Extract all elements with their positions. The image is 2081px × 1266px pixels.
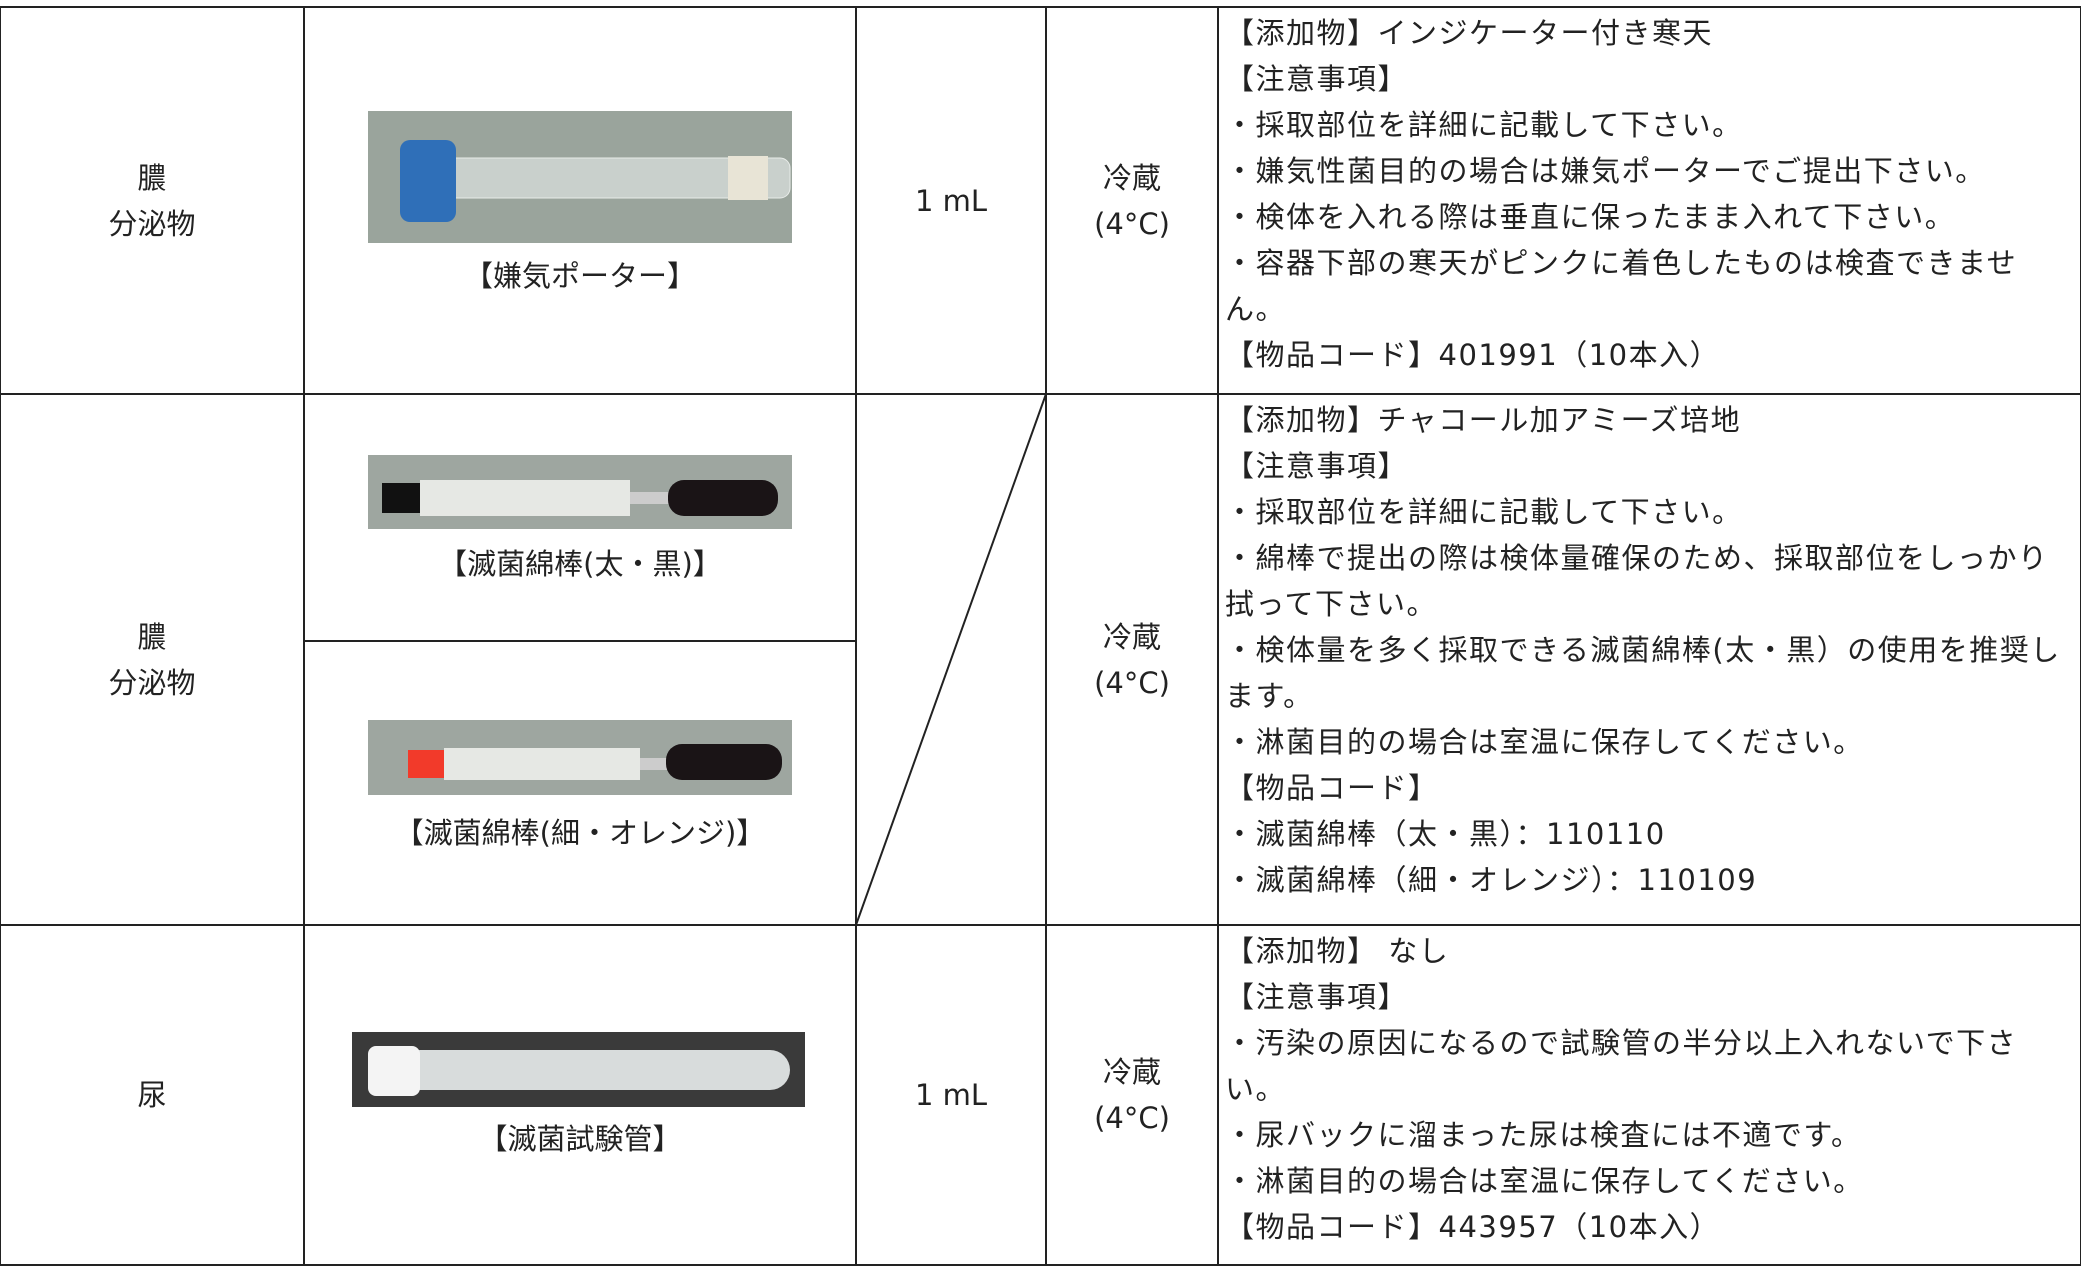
note-line: ・滅菌綿棒（太・黒）：110110 [1225,817,1666,851]
volume-text: 1 mL [914,1078,988,1112]
note-line: 【添加物】 なし [1225,934,1450,968]
note-line: 【物品コード】 [1225,771,1439,805]
test-tube-image [352,1032,805,1107]
note-line: ・淋菌目的の場合は室温に保存してください。 [1225,1164,1864,1198]
specimen-cell: 膿分泌物 [0,6,305,395]
swab-thin-image [368,720,792,795]
storage-text: 冷蔵 [1102,1055,1161,1089]
specimen-text: 尿 [137,1078,167,1112]
volume-cell: 1 mL [855,924,1047,1266]
note-line: ・汚染の原因になるので試験管の半分以上入れないで下さい。 [1225,1026,2018,1106]
volume-text: 1 mL [914,183,988,218]
specimen-cell: 膿分泌物 [0,393,305,926]
note-line: ・滅菌綿棒（細・オレンジ）：110109 [1225,863,1758,897]
storage-cell: 冷蔵 (4°C) [1045,393,1219,926]
note-line: 【添加物】インジケーター付き寒天 [1225,16,1714,50]
swab-thick-image [368,455,792,529]
storage-cell: 冷蔵 (4°C) [1045,6,1219,395]
storage-cell: 冷蔵 (4°C) [1045,924,1219,1266]
note-line: ・尿バックに溜まった尿は検査には不適です。 [1225,1118,1862,1152]
note-line: ・採取部位を詳細に記載して下さい。 [1225,108,1743,142]
note-line: 【物品コード】443957（10本入） [1225,1210,1721,1244]
storage-text: 冷蔵 [1102,619,1161,654]
note-line: ・検体量を多く採取できる滅菌綿棒(太・黒）の使用を推奨します。 [1225,633,2061,713]
container-cell [303,924,857,1266]
container-caption: 【滅菌試験管】 [478,1122,682,1156]
note-line: ・淋菌目的の場合は室温に保存してください。 [1225,725,1864,759]
note-line: ・綿棒で提出の際は検体量確保のため、採取部位をしっかり拭って下さい。 [1225,541,2049,621]
specimen-text: 分泌物 [108,206,196,241]
storage-text: (4°C) [1094,206,1170,241]
volume-cell [855,393,1047,926]
storage-text: 冷蔵 [1102,160,1161,195]
note-line: ・容器下部の寒天がピンクに着色したものは検査できません。 [1225,246,2018,326]
note-line: 【注意事項】 [1225,449,1409,483]
storage-text: (4°C) [1094,1101,1170,1135]
notes-cell: 【添加物】インジケーター付き寒天 【注意事項】・採取部位を詳細に記載して下さい。・… [1217,6,2081,395]
note-line: 【物品コード】401991（10本入） [1225,338,1721,372]
container-cell [303,640,857,926]
specimen-cell: 尿 [0,924,305,1266]
note-line: ・嫌気性菌目的の場合は嫌気ポーターでご提出下さい。 [1225,154,1986,188]
anaerobic-porter-image [368,111,792,243]
specimen-text: 膿 [137,619,167,654]
specimen-text: 膿 [137,160,167,195]
container-cell [303,393,857,642]
volume-cell: 1 mL [855,6,1047,395]
container-caption: 【滅菌綿棒(細・オレンジ)】 [394,816,766,850]
diagonal-line [855,393,1047,926]
notes-cell: 【添加物】チャコール加アミーズ培地 【注意事項】・採取部位を詳細に記載して下さい。… [1217,393,2081,926]
note-line: ・検体を入れる際は垂直に保ったまま入れて下さい。 [1225,200,1956,234]
notes-cell: 【添加物】 なし 【注意事項】・汚染の原因になるので試験管の半分以上入れないで下さ… [1217,924,2081,1266]
note-line: 【添加物】チャコール加アミーズ培地 [1225,403,1742,437]
container-caption: 【滅菌綿棒(太・黒)】 [438,547,722,581]
note-line: ・採取部位を詳細に記載して下さい。 [1225,495,1743,529]
note-line: 【注意事項】 [1225,980,1409,1014]
storage-text: (4°C) [1094,665,1170,700]
specimen-text: 分泌物 [108,665,196,700]
container-caption: 【嫌気ポーター】 [463,259,696,293]
container-cell [303,6,857,395]
note-line: 【注意事項】 [1225,62,1409,96]
